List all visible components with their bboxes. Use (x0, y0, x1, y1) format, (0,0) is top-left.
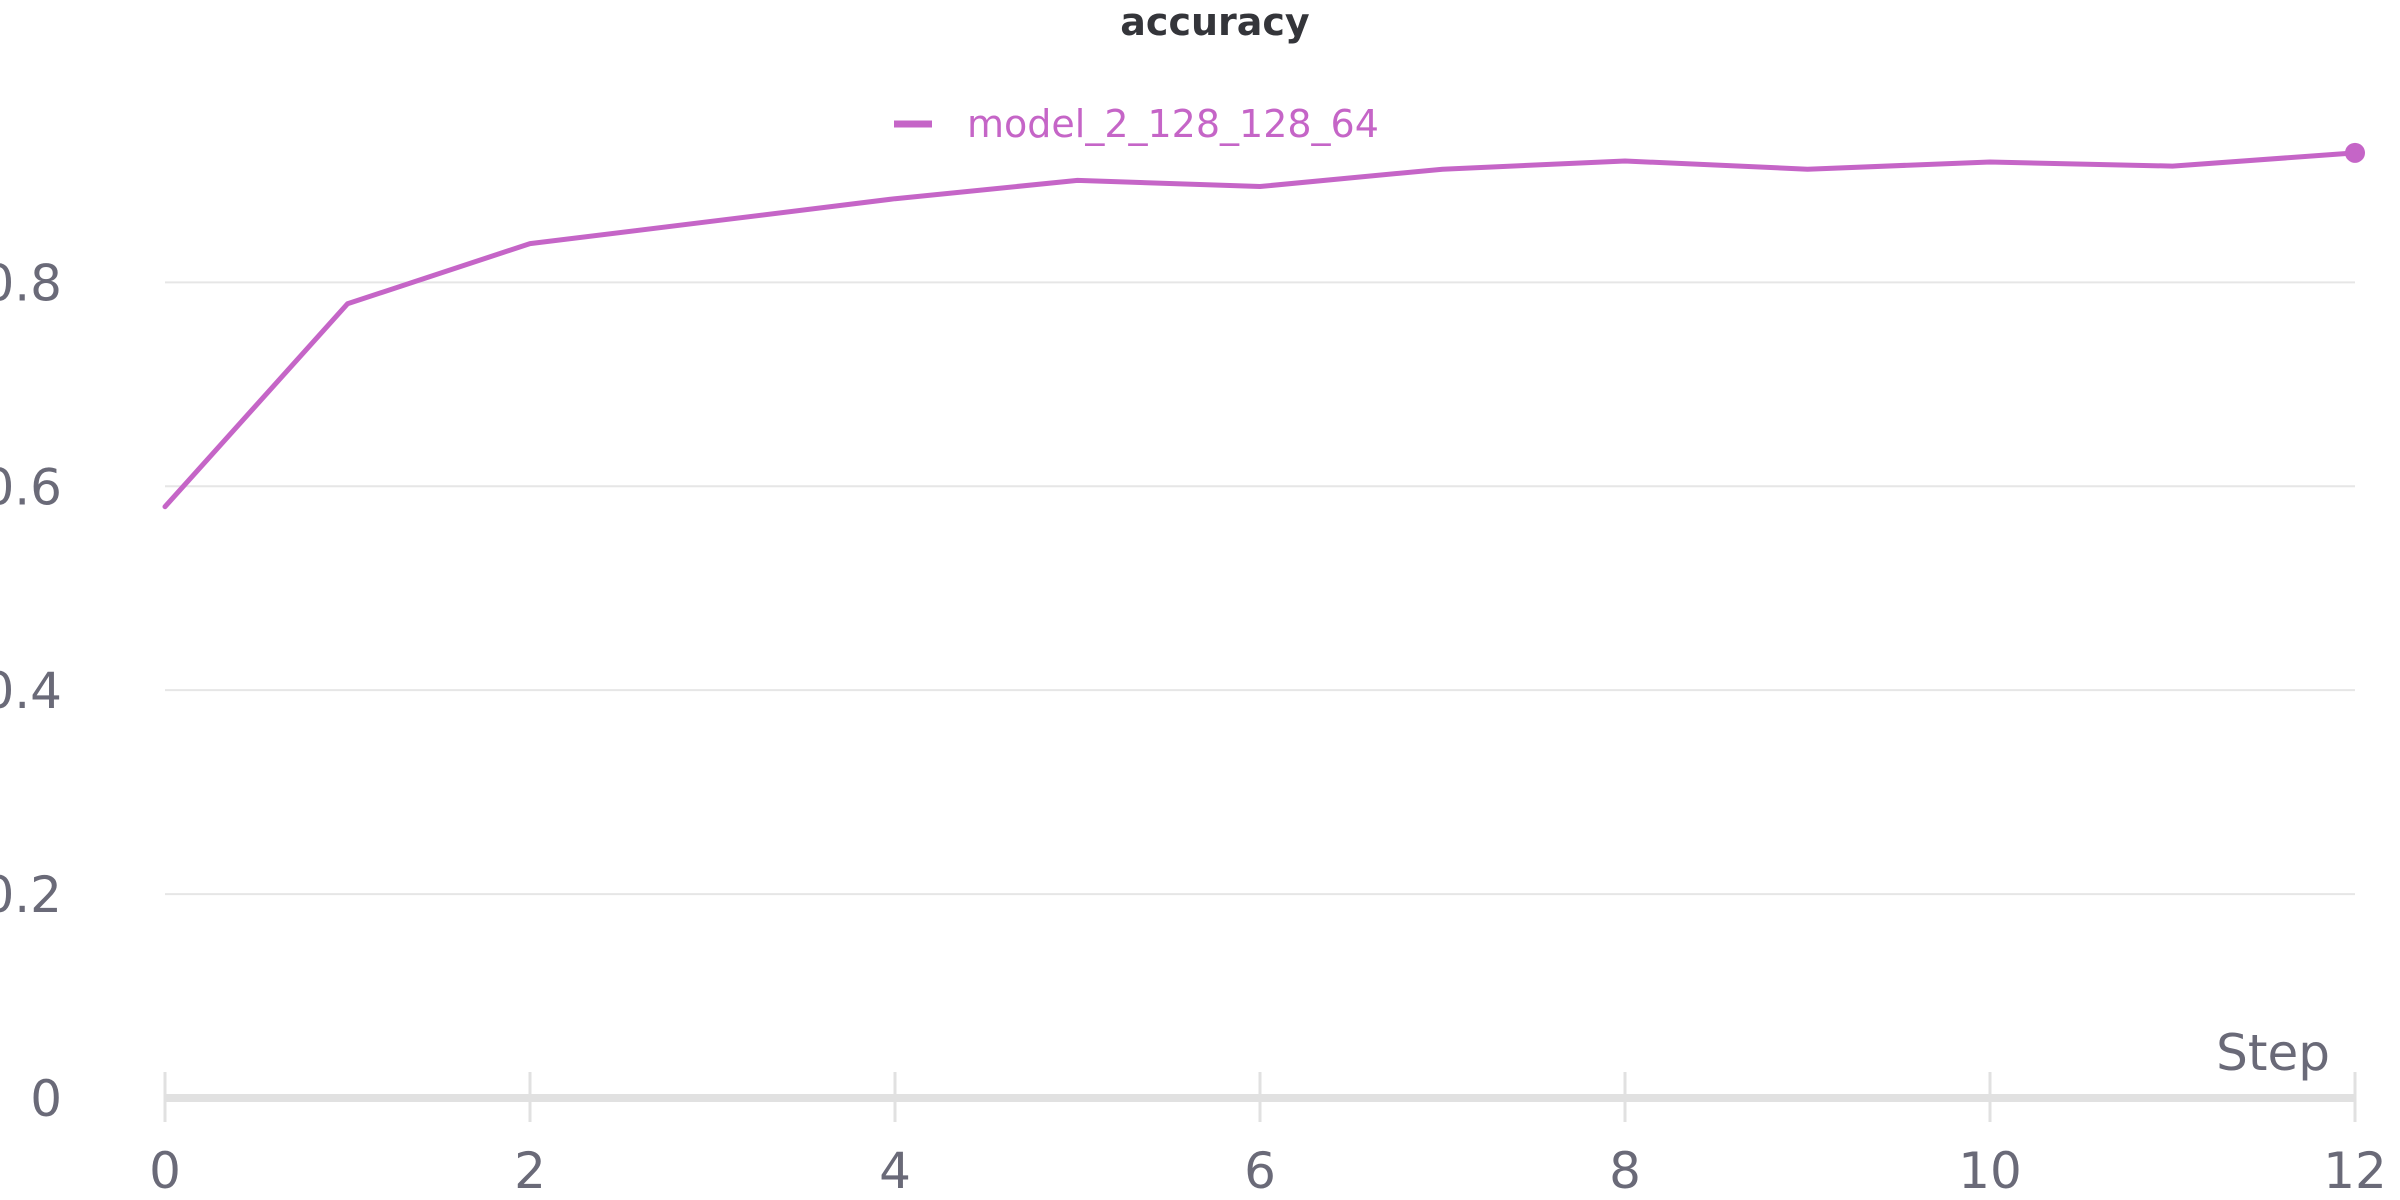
x-tick-label-0: 0 (149, 1142, 181, 1200)
x-tick-label-1: 2 (514, 1142, 546, 1200)
series-line-0[interactable] (162, 150, 2358, 510)
y-tick-label-1: 0.2 (0, 866, 62, 924)
y-tick-label-0: 0 (30, 1070, 62, 1128)
series-end-point-0[interactable] (2345, 142, 2365, 163)
y-tick-label-4: 0.8 (0, 254, 62, 312)
x-tick-label-6: 12 (2323, 1142, 2387, 1200)
y-tick-labels: 0 0.2 0.4 0.6 0.8 (0, 254, 62, 1128)
y-tick-label-3: 0.6 (0, 458, 62, 516)
x-tick-label-5: 10 (1958, 1142, 2022, 1200)
x-tick-label-4: 8 (1609, 1142, 1641, 1200)
x-tick-labels: 0 2 4 6 8 10 12 (149, 1142, 2387, 1200)
x-tick-label-2: 4 (879, 1142, 911, 1200)
grid-lines (165, 281, 2355, 896)
series-layer (162, 142, 2365, 510)
x-tick-label-3: 6 (1244, 1142, 1276, 1200)
y-tick-label-2: 0.4 (0, 662, 62, 720)
chart-title: accuracy (1120, 0, 1310, 44)
x-axis-label: Step (2216, 1024, 2330, 1082)
legend[interactable]: model_2_128_128_64 (894, 102, 1379, 146)
legend-label: model_2_128_128_64 (967, 102, 1379, 146)
x-axis (163, 1072, 2357, 1122)
